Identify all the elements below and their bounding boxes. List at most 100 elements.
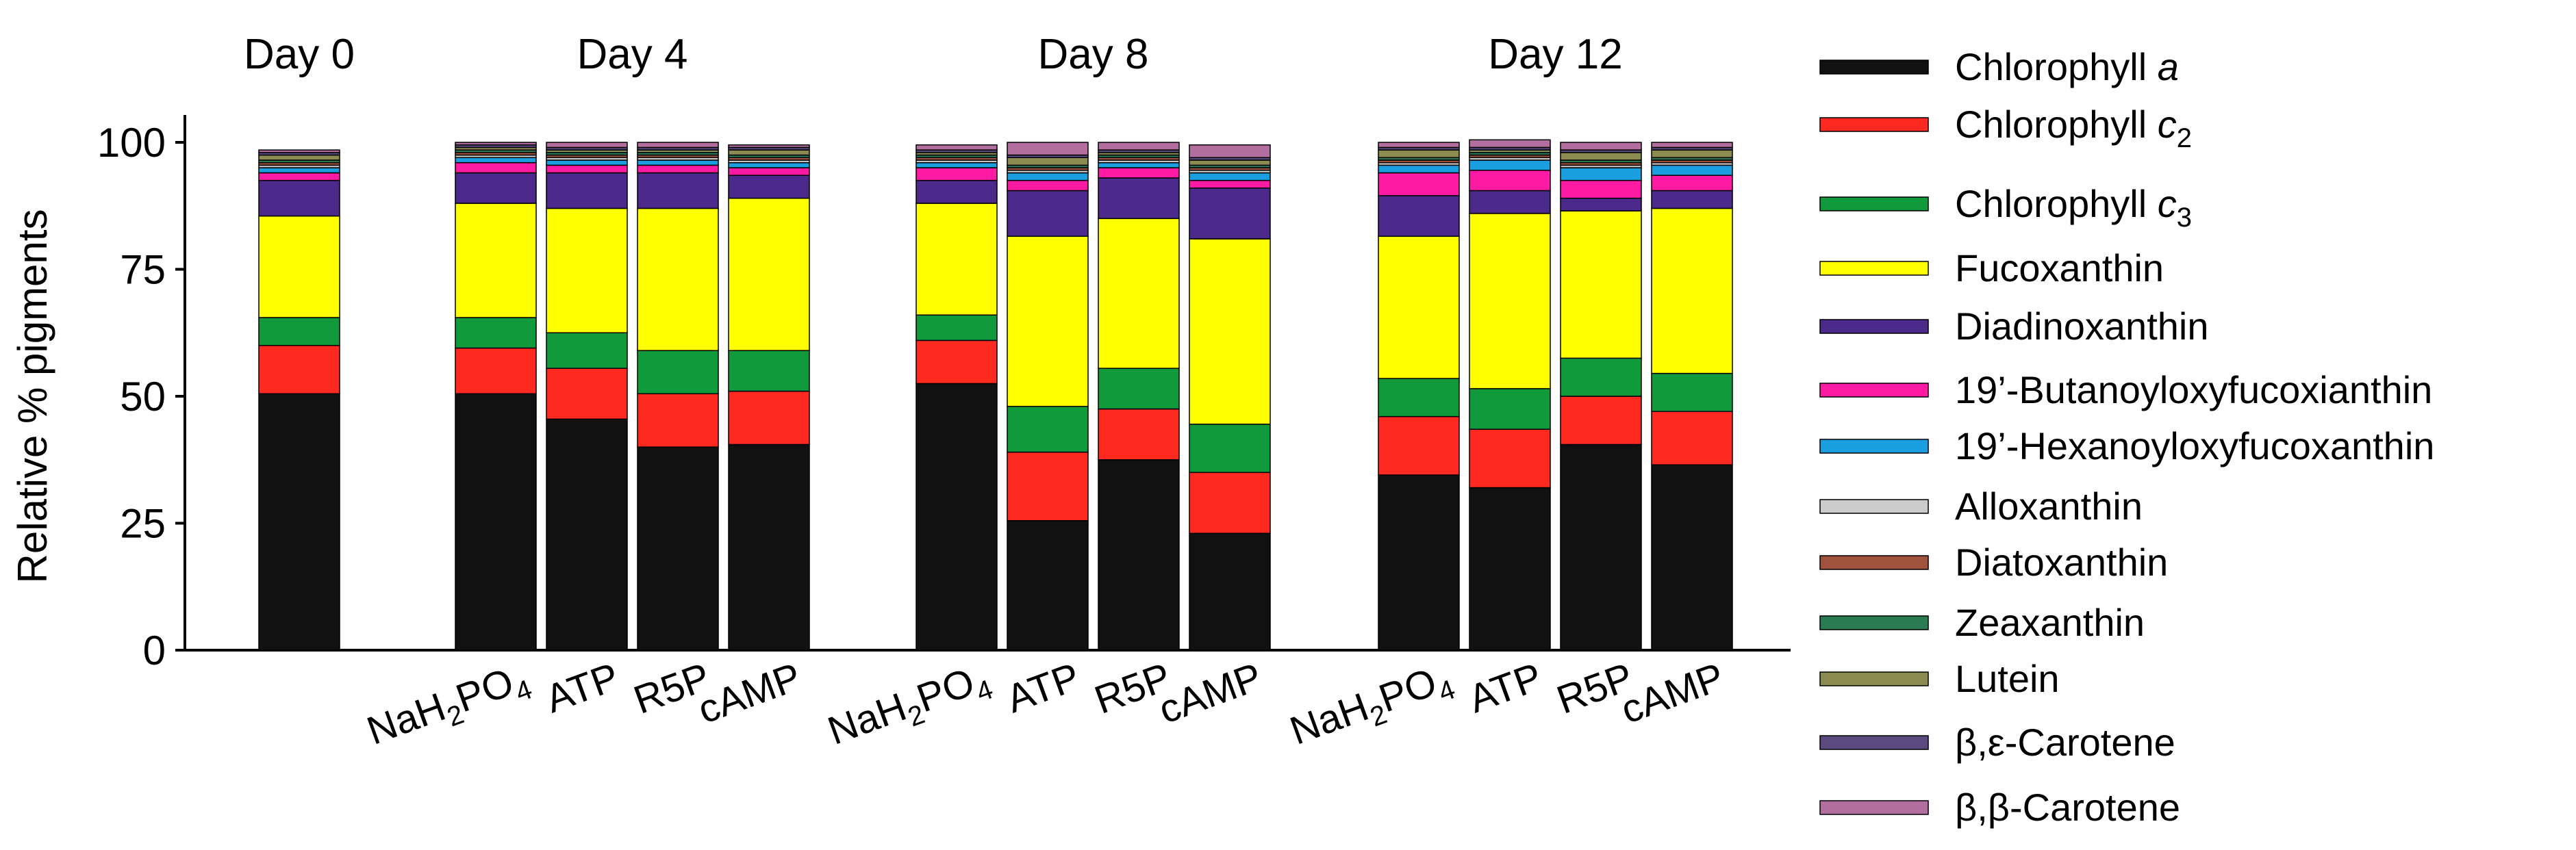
- bar-segment: [916, 339, 998, 385]
- day-title: Day 0: [244, 31, 355, 78]
- bar-segment: [455, 203, 537, 318]
- bar-segment: [1560, 167, 1642, 181]
- legend-entry: Alloxanthin: [1819, 485, 2143, 528]
- legend-swatch: [1819, 615, 1929, 630]
- bar-segment: [1007, 157, 1089, 166]
- bar-segment: [1098, 218, 1180, 369]
- legend-label: 19’-Butanoyloxyfucoxianthin: [1955, 368, 2432, 411]
- legend-entry: Chlorophyll c3: [1819, 182, 2192, 233]
- bar-stack: [1469, 139, 1551, 651]
- bar-segment: [1560, 197, 1642, 211]
- legend-label: 19’-Hexanoyloxyfucoxanthin: [1955, 424, 2434, 467]
- legend-entry: β,β-Carotene: [1819, 786, 2180, 829]
- bar-segment: [546, 164, 628, 174]
- bar-segment: [637, 172, 719, 209]
- bar-segment: [1378, 378, 1460, 417]
- bar-segment: [1560, 443, 1642, 651]
- axes: 0 25 50 75 100 Relative % pigments: [10, 115, 1791, 673]
- bar-stack: [455, 142, 537, 651]
- bar-segment: [258, 172, 340, 181]
- bar-segment: [258, 154, 340, 161]
- legend-swatch: [1819, 60, 1929, 75]
- bar-segment: [637, 446, 719, 651]
- bar-segment: [1378, 415, 1460, 476]
- bar-segment: [1189, 424, 1271, 474]
- x-category-label: ATP: [1000, 654, 1085, 721]
- y-tick-label: 25: [120, 501, 166, 547]
- bar-segment: [1189, 238, 1271, 425]
- bar-segment: [1469, 190, 1551, 214]
- bar-segment: [1378, 195, 1460, 237]
- bar-segment: [1007, 451, 1089, 521]
- bar-segment: [258, 167, 340, 174]
- legend-label: Chlorophyll a: [1955, 45, 2179, 88]
- legend-entry: Fucoxanthin: [1819, 246, 2164, 289]
- bar-segment: [1098, 459, 1180, 651]
- bar-segment: [728, 149, 810, 156]
- bar-stack: [637, 142, 719, 651]
- legend-swatch: [1819, 383, 1929, 398]
- y-tick-label: 50: [120, 374, 166, 420]
- bar-segment: [728, 443, 810, 651]
- bar-segment: [1098, 167, 1180, 179]
- x-category-label: cAMP: [1615, 654, 1730, 732]
- bar-segment: [916, 167, 998, 181]
- bar-segment: [1098, 177, 1180, 220]
- bar-segment: [1007, 172, 1089, 181]
- bar-segment: [637, 350, 719, 395]
- bar-stack: [1007, 142, 1089, 651]
- legend-swatch: [1819, 735, 1929, 750]
- legend-entry: Diatoxanthin: [1819, 541, 2168, 584]
- bar-segment: [258, 393, 340, 651]
- bar-segment: [546, 172, 628, 209]
- legend-swatch: [1819, 800, 1929, 815]
- legend-entry: Chlorophyll a: [1819, 45, 2179, 88]
- bar-segment: [637, 159, 719, 166]
- legend-swatch: [1819, 319, 1929, 334]
- bar-segment: [258, 215, 340, 318]
- legend-label: Chlorophyll c2: [1955, 103, 2192, 153]
- legend-label: Lutein: [1955, 657, 2060, 700]
- bar-segment: [1007, 179, 1089, 192]
- bar-segment: [637, 164, 719, 174]
- legend-entry: β,ε-Carotene: [1819, 721, 2175, 764]
- bar-stack: [1651, 142, 1733, 651]
- bar-segment: [1560, 179, 1642, 199]
- bar-stack: [1189, 144, 1271, 651]
- bar-segment: [1560, 210, 1642, 359]
- bar-segment: [455, 317, 537, 349]
- bar-segment: [1560, 357, 1642, 397]
- bar-segment: [728, 350, 810, 392]
- x-category-label: ATP: [1463, 654, 1548, 721]
- bar-stack: [1378, 142, 1460, 651]
- legend-label: Chlorophyll c3: [1955, 182, 2192, 233]
- x-category-label: cAMP: [1153, 654, 1268, 732]
- bar-segment: [916, 314, 998, 342]
- bar-segment: [1098, 162, 1180, 168]
- bar-segment: [1469, 428, 1551, 489]
- bar-segment: [455, 172, 537, 204]
- legend-label: Fucoxanthin: [1955, 246, 2164, 289]
- bar-segment: [455, 162, 537, 174]
- bar-segment: [728, 167, 810, 176]
- legend-swatch: [1819, 499, 1929, 514]
- legend-label: β,ε-Carotene: [1955, 721, 2175, 764]
- bar-segment: [1469, 170, 1551, 192]
- legend-entry: 19’-Hexanoyloxyfucoxanthin: [1819, 424, 2434, 467]
- legend-entry: Chlorophyll c2: [1819, 103, 2192, 153]
- legend: Chlorophyll a Chlorophyll c2 Chlorophyll c…: [1819, 45, 2434, 829]
- bar-segment: [728, 162, 810, 168]
- bar-segment: [916, 144, 998, 151]
- bar-segment: [1378, 149, 1460, 159]
- bar-segment: [1651, 464, 1733, 651]
- legend-swatch: [1819, 555, 1929, 570]
- bar-segment: [1469, 213, 1551, 389]
- legend-entry: Lutein: [1819, 657, 2060, 700]
- bar-stack: [546, 142, 628, 651]
- bar-segment: [546, 368, 628, 420]
- legend-swatch: [1819, 117, 1929, 132]
- legend-swatch: [1819, 196, 1929, 211]
- bar-segment: [728, 390, 810, 446]
- y-tick-label: 75: [120, 247, 166, 293]
- bar-segment: [455, 393, 537, 651]
